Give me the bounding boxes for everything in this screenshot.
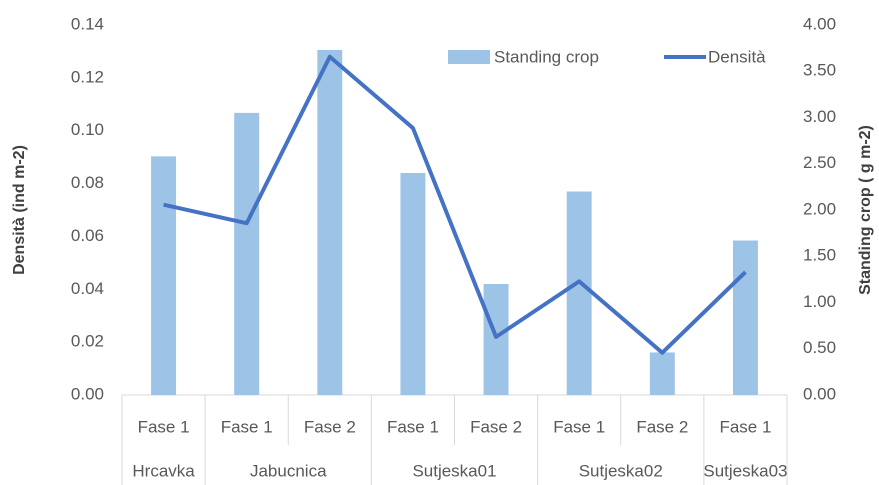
y2-tick-label: 0.00 bbox=[803, 384, 836, 403]
legend-label: Densità bbox=[708, 47, 766, 66]
y-tick-label: 0.00 bbox=[71, 384, 104, 403]
group-label: Hrcavka bbox=[132, 461, 195, 480]
legend-label: Standing crop bbox=[494, 47, 599, 66]
y-axis-title: Densità (ind m-2) bbox=[11, 145, 28, 275]
y-tick-label: 0.08 bbox=[71, 173, 104, 192]
bar bbox=[566, 191, 592, 395]
y2-axis-title: Standing crop ( g m-2) bbox=[857, 125, 874, 295]
x-tick-label: Fase 1 bbox=[387, 417, 439, 436]
bar bbox=[151, 156, 177, 395]
y2-tick-label: 3.50 bbox=[803, 61, 836, 80]
y2-tick-label: 1.00 bbox=[803, 292, 836, 311]
x-tick-label: Fase 2 bbox=[470, 417, 522, 436]
x-tick-label: Fase 1 bbox=[553, 417, 605, 436]
y-tick-label: 0.14 bbox=[71, 14, 104, 33]
y2-tick-label: 2.50 bbox=[803, 153, 836, 172]
y2-tick-label: 3.00 bbox=[803, 107, 836, 126]
bar bbox=[317, 49, 343, 395]
y-tick-label: 0.12 bbox=[71, 67, 104, 86]
x-tick-label: Fase 1 bbox=[719, 417, 771, 436]
x-tick-label: Fase 1 bbox=[221, 417, 273, 436]
y2-tick-label: 1.50 bbox=[803, 246, 836, 265]
bar bbox=[234, 112, 260, 395]
y2-tick-label: 4.00 bbox=[803, 14, 836, 33]
x-tick-label: Fase 2 bbox=[636, 417, 688, 436]
y2-tick-label: 2.00 bbox=[803, 199, 836, 218]
bar bbox=[649, 352, 675, 395]
bar bbox=[732, 240, 758, 395]
group-label: Sutjeska03 bbox=[703, 461, 787, 480]
legend-swatch bbox=[448, 50, 490, 64]
x-tick-label: Fase 2 bbox=[304, 417, 356, 436]
group-label: Jabucnica bbox=[250, 461, 327, 480]
y-tick-label: 0.04 bbox=[71, 279, 104, 298]
bar bbox=[483, 284, 509, 395]
y-tick-label: 0.02 bbox=[71, 332, 104, 351]
group-label: Sutjeska01 bbox=[412, 461, 496, 480]
y-tick-label: 0.06 bbox=[71, 226, 104, 245]
group-label: Sutjeska02 bbox=[579, 461, 663, 480]
bar bbox=[400, 173, 426, 395]
y-tick-label: 0.10 bbox=[71, 120, 104, 139]
x-tick-label: Fase 1 bbox=[138, 417, 190, 436]
line bbox=[163, 54, 747, 355]
y2-tick-label: 0.50 bbox=[803, 338, 836, 357]
